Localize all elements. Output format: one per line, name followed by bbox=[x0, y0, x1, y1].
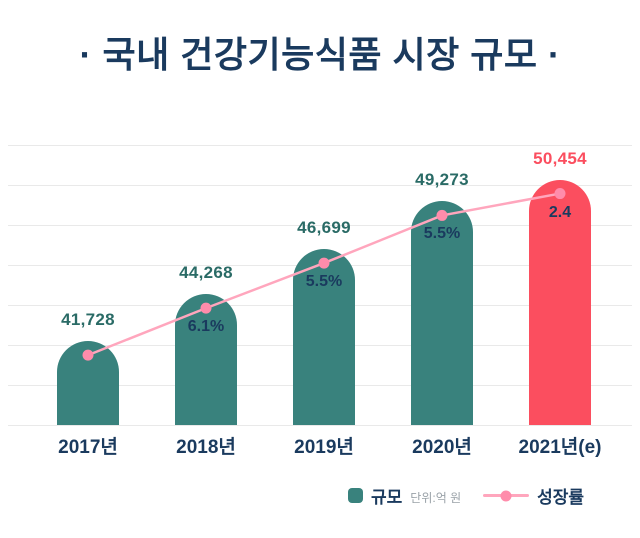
bar-value-label: 49,273 bbox=[415, 170, 469, 190]
bar-2017년 bbox=[57, 341, 119, 425]
legend-bar-label: 규모 bbox=[371, 488, 403, 507]
chart-legend: 규모 단위:억 원 성장률 bbox=[348, 483, 584, 508]
bar-value-label: 46,699 bbox=[297, 218, 351, 238]
bar-value-label: 41,728 bbox=[61, 310, 115, 330]
legend-line-dot-icon bbox=[500, 490, 512, 501]
legend-line-swatch-icon bbox=[483, 490, 530, 501]
gridline bbox=[8, 145, 632, 146]
growth-rate-label: 5.5% bbox=[305, 273, 343, 291]
gridline bbox=[8, 185, 632, 186]
x-axis-label: 2018년 bbox=[176, 437, 236, 458]
bar-value-label: 50,454 bbox=[533, 148, 587, 168]
x-axis-label: 2020년 bbox=[412, 437, 472, 458]
x-axis-label: 2021년(e) bbox=[518, 437, 602, 458]
legend-line-label: 성장률 bbox=[537, 488, 585, 507]
growth-rate-label: 2.4 bbox=[548, 203, 572, 221]
gridline bbox=[8, 425, 632, 426]
page-title: · 국내 건강기능식품 시장 규모 · bbox=[79, 34, 561, 75]
growth-rate-label: 5.5% bbox=[423, 225, 461, 243]
legend-unit-label: 단위:억 원 bbox=[410, 491, 462, 505]
bar-value-label: 44,268 bbox=[179, 263, 233, 283]
x-axis-label: 2019년 bbox=[294, 437, 354, 458]
legend-bar-swatch-icon bbox=[348, 488, 363, 503]
growth-rate-label: 6.1% bbox=[187, 318, 225, 336]
bar-2018년 bbox=[175, 294, 237, 425]
x-axis-label: 2017년 bbox=[58, 437, 118, 458]
